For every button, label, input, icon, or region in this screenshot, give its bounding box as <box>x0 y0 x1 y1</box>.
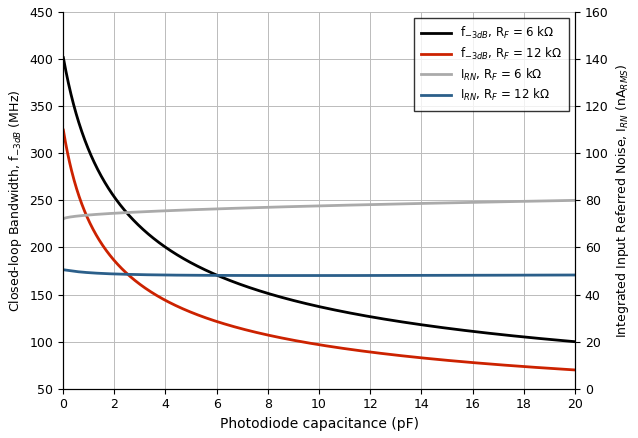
Legend: f$_{-3dB}$, R$_F$ = 6 k$\Omega$, f$_{-3dB}$, R$_F$ = 12 k$\Omega$, I$_{RN}$, R$_: f$_{-3dB}$, R$_F$ = 6 k$\Omega$, f$_{-3d… <box>414 18 569 110</box>
Y-axis label: Integrated Input Referred Noise, I$_{RN}$ (nA$_{RMS}$): Integrated Input Referred Noise, I$_{RN}… <box>614 63 631 338</box>
Y-axis label: Closed-loop Bandwidth, f$_{-3dB}$ (MHz): Closed-loop Bandwidth, f$_{-3dB}$ (MHz) <box>7 89 24 311</box>
X-axis label: Photodiode capacitance (pF): Photodiode capacitance (pF) <box>219 417 419 431</box>
